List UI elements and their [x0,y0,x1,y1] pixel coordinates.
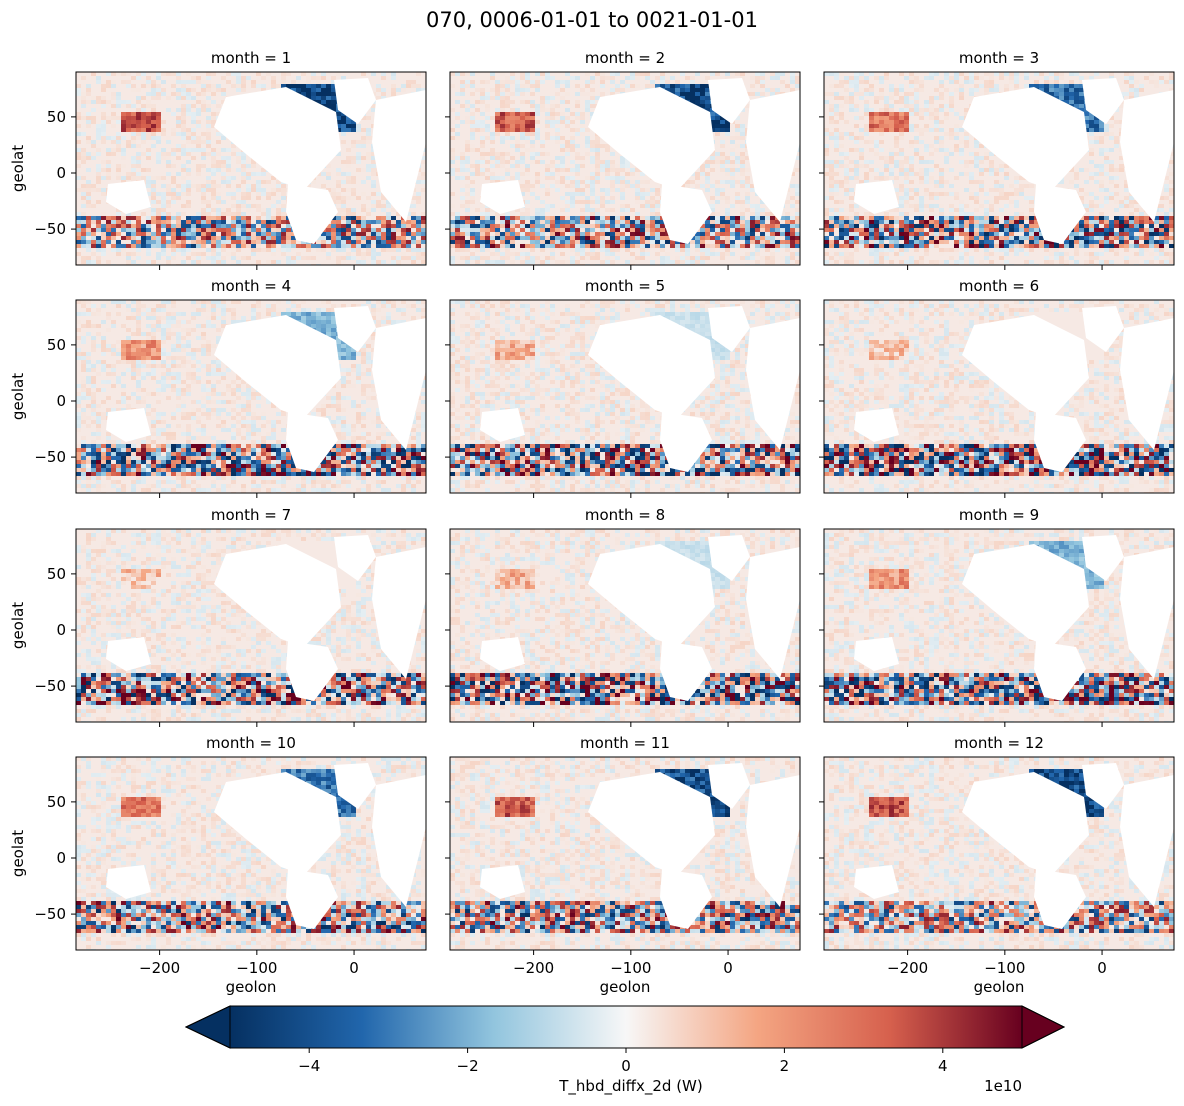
colorbar: −4 −2 0 2 4 T_hbd_diffx_2d (W) 1e10 [184,1005,1066,1096]
colorbar-tick-label: 4 [938,1057,948,1075]
panels-layer: month = 1 50 0 −50 geolat month = 2 month = 3 m… [9,49,1175,996]
x-tick-label: −200 [887,959,928,977]
colorbar-tick-label: −2 [457,1057,479,1075]
panel-title: month = 5 [585,277,665,295]
x-tick-label: 0 [1097,959,1107,977]
x-tick-label: −100 [236,959,277,977]
y-axis-label: geolat [9,145,27,192]
axes-frame [75,528,427,723]
colorbar-label: T_hbd_diffx_2d (W) [558,1077,702,1096]
axes-frame [75,71,427,266]
colorbar-tick-label: 2 [780,1057,790,1075]
y-tick-label: 50 [47,108,66,126]
colorbar-tick-label: 0 [621,1057,631,1075]
axes-frame [823,756,1175,951]
panel-month-12: month = 12 −200 −100 0 geolon [819,734,1175,996]
colorbar-tick-label: −4 [298,1057,320,1075]
y-tick-label: 0 [56,392,66,410]
panel-month-3: month = 3 [819,49,1175,270]
panel-month-5: month = 5 [445,277,801,498]
y-tick-label: 0 [56,164,66,182]
colorbar-extend-max [1021,1005,1066,1049]
axes-frame [75,756,427,951]
axes-frame [449,528,801,723]
panel-month-1: month = 1 50 0 −50 geolat [9,49,427,270]
colorbar-offset-text: 1e10 [984,1077,1022,1095]
y-tick-label: −50 [34,677,66,695]
axes-frame [449,71,801,266]
x-tick-label: −200 [513,959,554,977]
x-tick-label: −100 [984,959,1025,977]
panel-title: month = 11 [580,734,670,752]
panel-month-2: month = 2 [445,49,801,270]
axes-frame [75,299,427,494]
colorbar-gradient [230,1006,1022,1048]
panel-month-4: month = 4 50 0 −50 geolat [9,277,427,498]
panel-month-10: month = 10 50 0 −50 −200 −100 0 geolat geolon [9,734,427,996]
y-tick-label: −50 [34,905,66,923]
panel-title: month = 9 [959,506,1039,524]
y-tick-label: 0 [56,849,66,867]
panel-title: month = 4 [211,277,291,295]
axes-frame [823,528,1175,723]
panel-title: month = 7 [211,506,291,524]
axes-frame [449,756,801,951]
panel-title: month = 2 [585,49,665,67]
axes-frame [823,71,1175,266]
x-tick-label: 0 [349,959,359,977]
panel-month-9: month = 9 [819,506,1175,727]
y-axis-label: geolat [9,830,27,877]
x-axis-label: geolon [226,978,277,996]
x-tick-label: −100 [610,959,651,977]
y-tick-label: 50 [47,565,66,583]
y-tick-label: −50 [34,448,66,466]
panel-title: month = 8 [585,506,665,524]
y-tick-label: 50 [47,793,66,811]
y-axis-label: geolat [9,602,27,649]
axes-frame [449,299,801,494]
axes-frame [823,299,1175,494]
panel-month-7: month = 7 50 0 −50 geolat [9,506,427,727]
x-tick-label: 0 [723,959,733,977]
panel-month-6: month = 6 [819,277,1175,498]
figure-title: 070, 0006-01-01 to 0021-01-01 [426,8,758,32]
colorbar-outline [184,1005,1066,1049]
y-axis-label: geolat [9,373,27,420]
panel-title: month = 10 [206,734,296,752]
panel-title: month = 6 [959,277,1039,295]
panel-title: month = 1 [211,49,291,67]
y-tick-label: 0 [56,621,66,639]
panel-month-11: month = 11 −200 −100 0 geolon [445,734,801,996]
x-axis-label: geolon [600,978,651,996]
colorbar-extend-min [184,1005,231,1049]
x-axis-label: geolon [974,978,1025,996]
panel-title: month = 3 [959,49,1039,67]
panel-month-8: month = 8 [445,506,801,727]
panel-title: month = 12 [954,734,1044,752]
y-tick-label: −50 [34,220,66,238]
x-tick-label: −200 [139,959,180,977]
y-tick-label: 50 [47,336,66,354]
